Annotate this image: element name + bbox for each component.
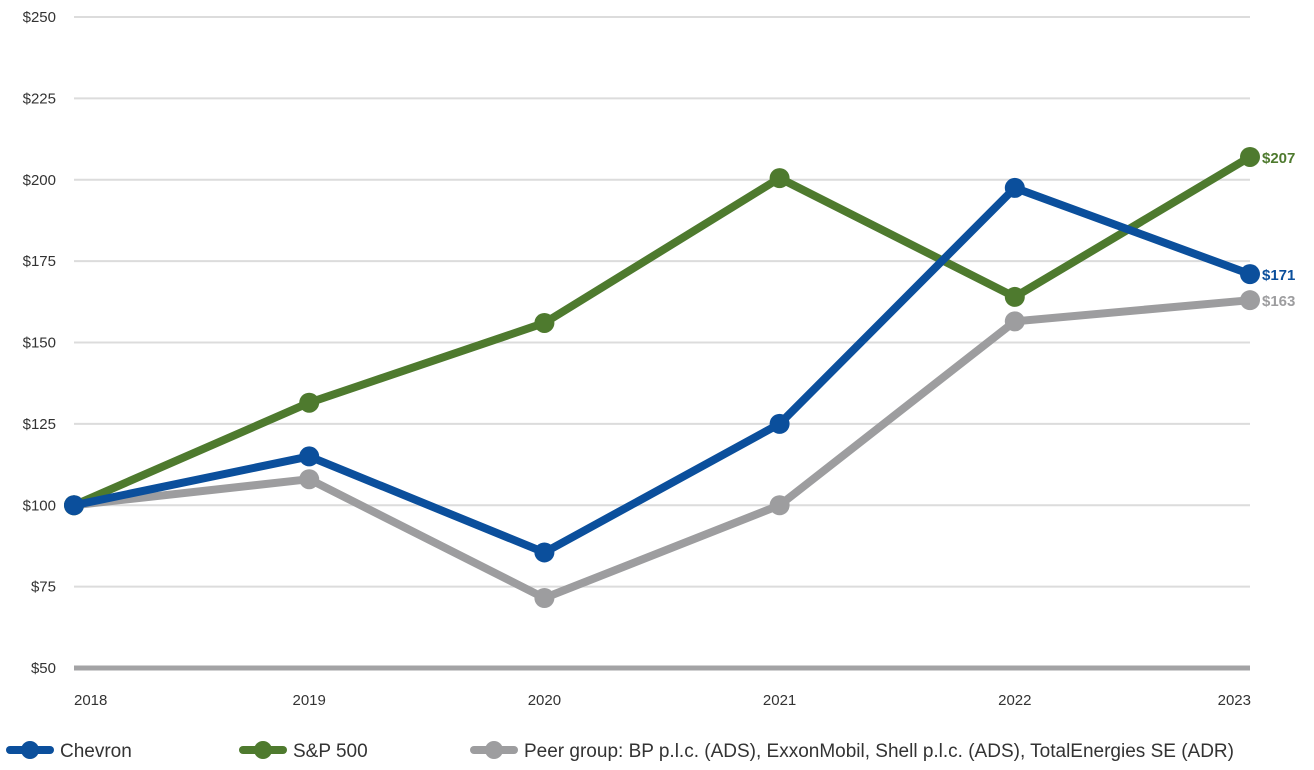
legend-item-s-p-500: S&P 500 — [239, 741, 368, 762]
legend-label: Peer group: BP p.l.c. (ADS), ExxonMobil,… — [524, 741, 1234, 762]
data-point-chevron — [64, 495, 84, 516]
legend-marker — [485, 741, 503, 759]
x-tick-label: 2018 — [74, 692, 107, 709]
y-axis-ticks: $50 $75 $100 $125 $150 $175 $200 $225 $250 — [23, 9, 56, 677]
data-point-chevron — [769, 413, 790, 434]
data-point-peer-group — [1240, 290, 1260, 311]
x-tick-label: 2020 — [528, 692, 561, 709]
data-point-s-p-500 — [769, 168, 790, 189]
x-axis-ticks: 2018 2019 2020 2021 2022 2023 — [74, 692, 1251, 709]
grid-layer — [74, 16, 1250, 671]
x-tick-label: 2021 — [763, 692, 796, 709]
legend-marker — [254, 741, 272, 759]
data-point-chevron — [534, 542, 555, 563]
data-point-peer-group — [769, 495, 790, 516]
data-point-s-p-500 — [534, 312, 555, 333]
legend-label: Chevron — [60, 741, 132, 762]
end-label-peer-group: $163 — [1262, 293, 1295, 310]
x-tick-label: 2019 — [293, 692, 326, 709]
y-tick-label: $250 — [23, 9, 56, 26]
data-point-s-p-500 — [1004, 286, 1025, 307]
series-line-peer-group — [70, 296, 1254, 603]
end-label-s-p-500: $207 — [1262, 150, 1295, 167]
legend: Chevron S&P 500 Peer group: BP p.l.c. (ADS… — [6, 741, 1234, 762]
y-tick-label: $50 — [31, 660, 56, 677]
y-tick-label: $225 — [23, 90, 56, 107]
y-tick-label: $75 — [31, 579, 56, 596]
y-tick-label: $100 — [23, 497, 56, 514]
series-s-p-500 — [64, 146, 1260, 516]
legend-item-peer-group: Peer group: BP p.l.c. (ADS), ExxonMobil,… — [470, 741, 1234, 762]
data-point-s-p-500 — [299, 392, 320, 413]
legend-label: S&P 500 — [293, 741, 368, 762]
y-tick-label: $125 — [23, 416, 56, 433]
data-point-chevron — [1004, 177, 1025, 198]
series-line-chevron — [70, 183, 1254, 557]
x-tick-label: 2023 — [1218, 692, 1251, 709]
series-line-s-p-500 — [70, 152, 1254, 510]
data-point-s-p-500 — [1240, 146, 1260, 167]
y-tick-label: $200 — [23, 172, 56, 189]
x-tick-label: 2022 — [998, 692, 1031, 709]
series-chevron — [64, 177, 1260, 563]
y-tick-label: $175 — [23, 253, 56, 270]
y-tick-label: $150 — [23, 335, 56, 352]
data-point-peer-group — [1004, 311, 1025, 332]
data-point-peer-group — [534, 588, 555, 609]
end-label-chevron: $171 — [1262, 267, 1295, 284]
series-peer-group — [64, 290, 1260, 609]
legend-marker — [21, 741, 39, 759]
series-layer — [64, 146, 1260, 609]
data-point-chevron — [299, 446, 320, 467]
data-point-chevron — [1240, 264, 1260, 285]
end-labels: $163 $207 $171 — [1262, 150, 1295, 310]
data-point-peer-group — [299, 469, 320, 490]
legend-item-chevron: Chevron — [6, 741, 132, 762]
